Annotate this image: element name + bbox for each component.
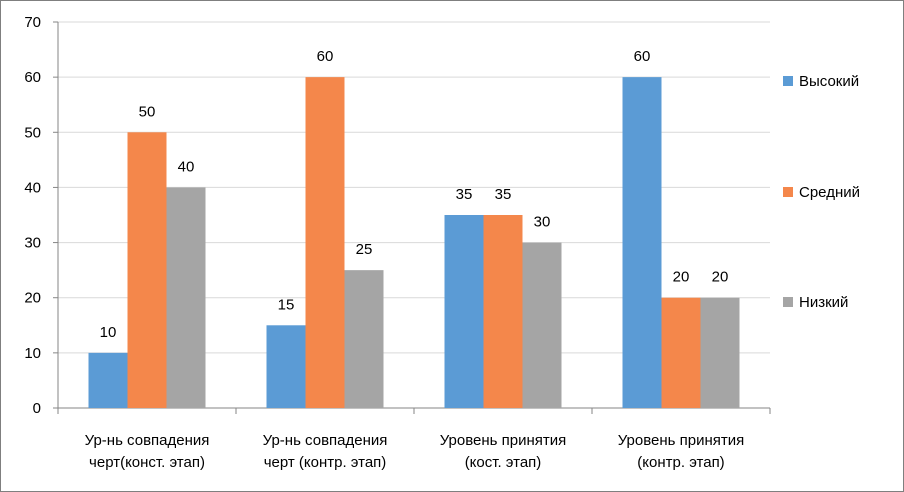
bar-низкий-1 <box>166 187 206 408</box>
x-category-label: Ур-нь совпадения <box>263 432 388 449</box>
legend-label: Высокий <box>799 73 859 90</box>
bar-высокий-4 <box>622 77 662 409</box>
data-label: 35 <box>495 186 512 203</box>
legend-swatch-средний <box>783 187 793 197</box>
bar-высокий-2 <box>266 325 306 408</box>
legend-label: Средний <box>799 184 860 201</box>
x-category-label: (кост. этап) <box>465 454 542 471</box>
bar-средний-2 <box>305 77 345 409</box>
data-label: 35 <box>456 186 473 203</box>
data-label: 30 <box>534 214 551 231</box>
x-category-label: Ур-нь совпадения <box>85 432 210 449</box>
y-tick-label: 40 <box>24 179 41 196</box>
y-tick-label: 10 <box>24 345 41 362</box>
legend-label: Низкий <box>799 294 848 311</box>
bar-низкий-2 <box>344 270 384 408</box>
legend-swatch-высокий <box>783 76 793 86</box>
bar-высокий-1 <box>88 352 128 408</box>
bar-средний-3 <box>483 215 523 408</box>
x-category-label: Уровень принятия <box>618 432 745 449</box>
y-tick-label: 30 <box>24 235 41 252</box>
data-label: 50 <box>139 103 156 120</box>
bar-низкий-3 <box>522 242 562 408</box>
data-label: 60 <box>634 48 651 65</box>
bar-высокий-3 <box>444 215 484 408</box>
data-label: 25 <box>356 241 373 258</box>
x-category-label: (контр. этап) <box>637 454 724 471</box>
data-label: 20 <box>712 269 729 286</box>
y-tick-label: 70 <box>24 14 41 31</box>
bar-средний-1 <box>127 132 167 409</box>
data-label: 40 <box>178 158 195 175</box>
y-tick-label: 50 <box>24 124 41 141</box>
y-tick-label: 0 <box>33 400 41 417</box>
bar-средний-4 <box>661 297 701 408</box>
data-label: 10 <box>100 324 117 341</box>
data-label: 20 <box>673 269 690 286</box>
legend-swatch-низкий <box>783 297 793 307</box>
y-tick-label: 20 <box>24 290 41 307</box>
x-category-label: черт (контр. этап) <box>264 454 387 471</box>
bar-низкий-4 <box>700 297 740 408</box>
x-category-label: Уровень принятия <box>440 432 567 449</box>
data-label: 15 <box>278 296 295 313</box>
y-tick-label: 60 <box>24 69 41 86</box>
data-label: 60 <box>317 48 334 65</box>
x-category-label: черт(конст. этап) <box>89 454 205 471</box>
